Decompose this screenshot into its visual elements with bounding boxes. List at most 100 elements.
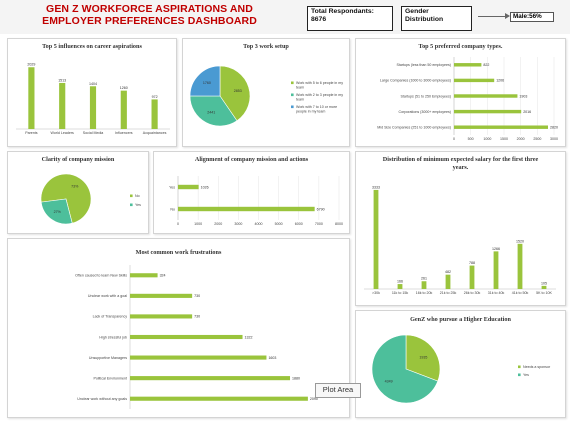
bar-5 xyxy=(130,376,291,381)
bar-3 xyxy=(445,274,451,289)
legend-swatch-1 xyxy=(130,203,133,207)
category-label-5: 31k to 40k xyxy=(488,291,505,295)
category-label-6: 41k to 50k xyxy=(512,291,529,295)
work-setup-chart: 2853 2441 1760 Work with 5 to 6 people in m… xyxy=(189,65,343,127)
data-label-2: 1404 xyxy=(89,82,97,86)
legend-swatch-0 xyxy=(291,81,294,85)
legend-swatch-0 xyxy=(130,194,133,198)
work-setup-panel[interactable]: Top 3 work setup 2853 2441 1760 Work with 5… xyxy=(182,38,350,147)
bar-4 xyxy=(469,265,475,289)
legend-label-0: Needs a sponsor xyxy=(523,365,551,369)
x-tick-8: 8000 xyxy=(335,222,343,226)
bar-0 xyxy=(373,189,379,289)
category-label-3: Influencers xyxy=(115,131,133,135)
frustrations-panel[interactable]: Most common work frustrations 324 Often c… xyxy=(7,238,350,418)
mission-alignment-panel[interactable]: Alignment of company mission and actions… xyxy=(153,151,350,234)
data-label-4: 2820 xyxy=(550,126,558,130)
category-label-1: No xyxy=(170,207,175,211)
gender-distribution-card[interactable]: Gender Distribution xyxy=(401,6,472,31)
bar-1 xyxy=(397,284,403,289)
category-label-6: Unclear work without any goals xyxy=(77,397,127,401)
x-tick-1: 1000 xyxy=(194,222,202,226)
data-label-1: 6790 xyxy=(317,207,325,211)
company-types-title: Top 5 preferred company types. xyxy=(418,43,503,50)
gender-distribution-label: Gender Distribution xyxy=(405,8,444,23)
data-label-0: 822 xyxy=(483,63,489,67)
salary-chart: 3333 >30k 166 11k to 15k 261 16k to 20k 482 21k… xyxy=(364,185,556,295)
category-label-2: 16k to 20k xyxy=(416,291,433,295)
bar-3 xyxy=(130,334,243,340)
male-percent-box[interactable]: Male:56% xyxy=(510,12,554,22)
category-label-2: Social Media xyxy=(83,131,104,135)
bar-6 xyxy=(130,396,308,401)
x-tick-6: 6000 xyxy=(295,222,303,226)
x-tick-7: 7000 xyxy=(315,222,323,226)
bar-1 xyxy=(454,78,495,83)
higher-education-panel[interactable]: GenZ who pursue a Higher Education 1935 4… xyxy=(355,310,566,418)
slice-label-0: 73% xyxy=(71,184,79,188)
data-label-3: 482 xyxy=(445,270,451,274)
salary-panel[interactable]: Distribution of minimum expected salary … xyxy=(355,151,566,306)
legend-label-1: Yes xyxy=(135,203,141,207)
mission-clarity-chart: 73% 27% No Yes xyxy=(40,173,141,225)
bar-0 xyxy=(178,184,199,190)
bar-1 xyxy=(178,206,315,212)
mission-alignment-chart: 0 1000 2000 3000 4000 5000 6000 7000 8000 1026 Yes… xyxy=(169,176,343,226)
bar-1 xyxy=(59,82,66,129)
pie-slice-0 xyxy=(405,334,441,382)
bar-0 xyxy=(454,63,482,67)
pie-slice-1 xyxy=(371,334,439,404)
x-tick-2: 2000 xyxy=(214,222,222,226)
x-tick-2: 1000 xyxy=(483,137,491,141)
data-label-7: 105 xyxy=(541,281,547,285)
legend-label-0-cont: team xyxy=(296,86,304,90)
data-label-0: 2029 xyxy=(27,63,35,67)
mission-clarity-panel[interactable]: Clarity of company mission 73% 27% No Yes xyxy=(7,151,149,234)
bar-3 xyxy=(454,109,522,114)
influences-panel[interactable]: Top 5 influences on career aspirations 2… xyxy=(7,38,177,147)
x-tick-5: 5000 xyxy=(275,222,283,226)
category-label-1: 11k to 15k xyxy=(392,291,409,295)
bar-0 xyxy=(130,273,158,278)
mission-clarity-title: Clarity of company mission xyxy=(41,156,115,163)
pie-slice-0 xyxy=(40,173,92,224)
bar-4 xyxy=(130,355,267,360)
total-respondents-card[interactable]: Total Respondants: 8676 xyxy=(307,6,393,31)
category-label-5: Political Environment xyxy=(93,376,127,380)
frustrations-title: Most common work frustrations xyxy=(135,249,222,256)
data-label-2: 730 xyxy=(194,315,200,319)
bar-1 xyxy=(130,293,193,298)
page-title: GEN Z WORKFORCE ASPIRATIONS AND EMPLOYER… xyxy=(42,3,257,27)
category-label-1: World Leaders xyxy=(51,131,75,135)
legend-label-0: Work with 5 to 6 people in my xyxy=(296,81,343,85)
company-types-panel[interactable]: Top 5 preferred company types. 0 500 1000 1… xyxy=(355,38,566,147)
pie-slice-0 xyxy=(219,65,251,122)
header-bar xyxy=(0,0,570,34)
category-label-7: 5K to 10K xyxy=(536,291,552,295)
category-label-4: Mid Size Companies (251 to 1000 employee… xyxy=(377,126,451,130)
company-types-chart: 0 500 1000 1500 2000 2500 3000 822 Startups (les… xyxy=(377,57,558,141)
influences-title: Top 5 influences on career aspirations xyxy=(42,43,142,50)
x-tick-1: 500 xyxy=(468,137,474,141)
higher-education-chart: 1935 4349 Needs a sponsor Yes xyxy=(371,334,551,404)
data-label-3: 2016 xyxy=(523,110,531,114)
data-label-3: 1322 xyxy=(245,335,253,339)
work-setup-title: Top 3 work setup xyxy=(243,43,289,50)
category-label-0: Yes xyxy=(169,185,175,189)
arrow-icon xyxy=(505,13,510,19)
data-label-4: 972 xyxy=(152,95,158,99)
data-label-0: 3333 xyxy=(372,185,380,189)
slice-label-1: 2441 xyxy=(207,111,215,115)
mission-alignment-title: Alignment of company mission and actions xyxy=(194,156,309,163)
pie-slice-2 xyxy=(189,65,221,97)
slice-label-0: 1935 xyxy=(419,355,427,359)
legend-label-2-cont: people in my team xyxy=(296,110,325,114)
category-label-2: Lack of Transparency xyxy=(93,315,128,319)
plot-area-tooltip: Plot Area xyxy=(315,383,361,398)
bar-6 xyxy=(517,243,523,289)
category-label-4: Unsupportive Managers xyxy=(89,356,127,360)
category-label-3: 21k to 25k xyxy=(440,291,457,295)
total-respondents-label: Total Respondants: xyxy=(311,8,374,15)
x-tick-4: 4000 xyxy=(255,222,263,226)
category-label-0: Parents xyxy=(25,131,38,135)
